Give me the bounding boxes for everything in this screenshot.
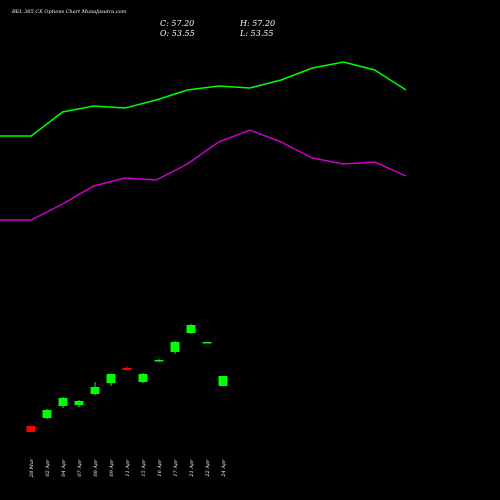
candle-body [154, 360, 164, 362]
open-value: O: 53.55 [160, 29, 195, 38]
candle-body [90, 387, 100, 394]
candle-body [186, 325, 196, 333]
low-value: L: 53.55 [239, 29, 273, 38]
x-tick-label: 15 Apr [141, 459, 147, 477]
upper-band-line [0, 61, 407, 137]
x-tick-label: 22 Apr [205, 459, 211, 478]
candles-group [26, 324, 228, 432]
x-tick-label: 11 Apr [125, 459, 131, 477]
candle-body [58, 398, 68, 406]
x-tick-label: 17 Apr [173, 459, 179, 477]
candle-body [202, 342, 212, 344]
candle-body [26, 426, 36, 432]
candle-body [74, 401, 84, 405]
x-tick-label: 21 Apr [189, 459, 195, 478]
candle-body [218, 376, 228, 386]
x-tick-label: 28 Mar [29, 458, 35, 478]
candle-body [122, 368, 132, 370]
x-tick-label: 09 Apr [109, 459, 115, 477]
close-value: C: 57.20 [160, 19, 194, 28]
chart-title: BEL 365 CE Options Chart Munafasutra.com [11, 9, 127, 15]
x-axis-labels: 28 Mar 02 Apr 04 Apr 07 Apr 08 Apr 09 Apr 11 A… [29, 458, 227, 478]
candle-body [42, 410, 52, 418]
candle-body [138, 374, 148, 382]
x-tick-label: 04 Apr [61, 459, 67, 477]
x-tick-label: 07 Apr [77, 459, 83, 477]
x-tick-label: 02 Apr [45, 459, 51, 477]
x-tick-label: 16 Apr [157, 459, 163, 477]
candle-body [106, 374, 116, 383]
x-tick-label: 08 Apr [93, 459, 99, 477]
x-tick-label: 24 Apr [221, 459, 227, 478]
lower-band-line [0, 129, 407, 221]
high-value: H: 57.20 [239, 19, 275, 28]
candle-body [170, 342, 180, 352]
